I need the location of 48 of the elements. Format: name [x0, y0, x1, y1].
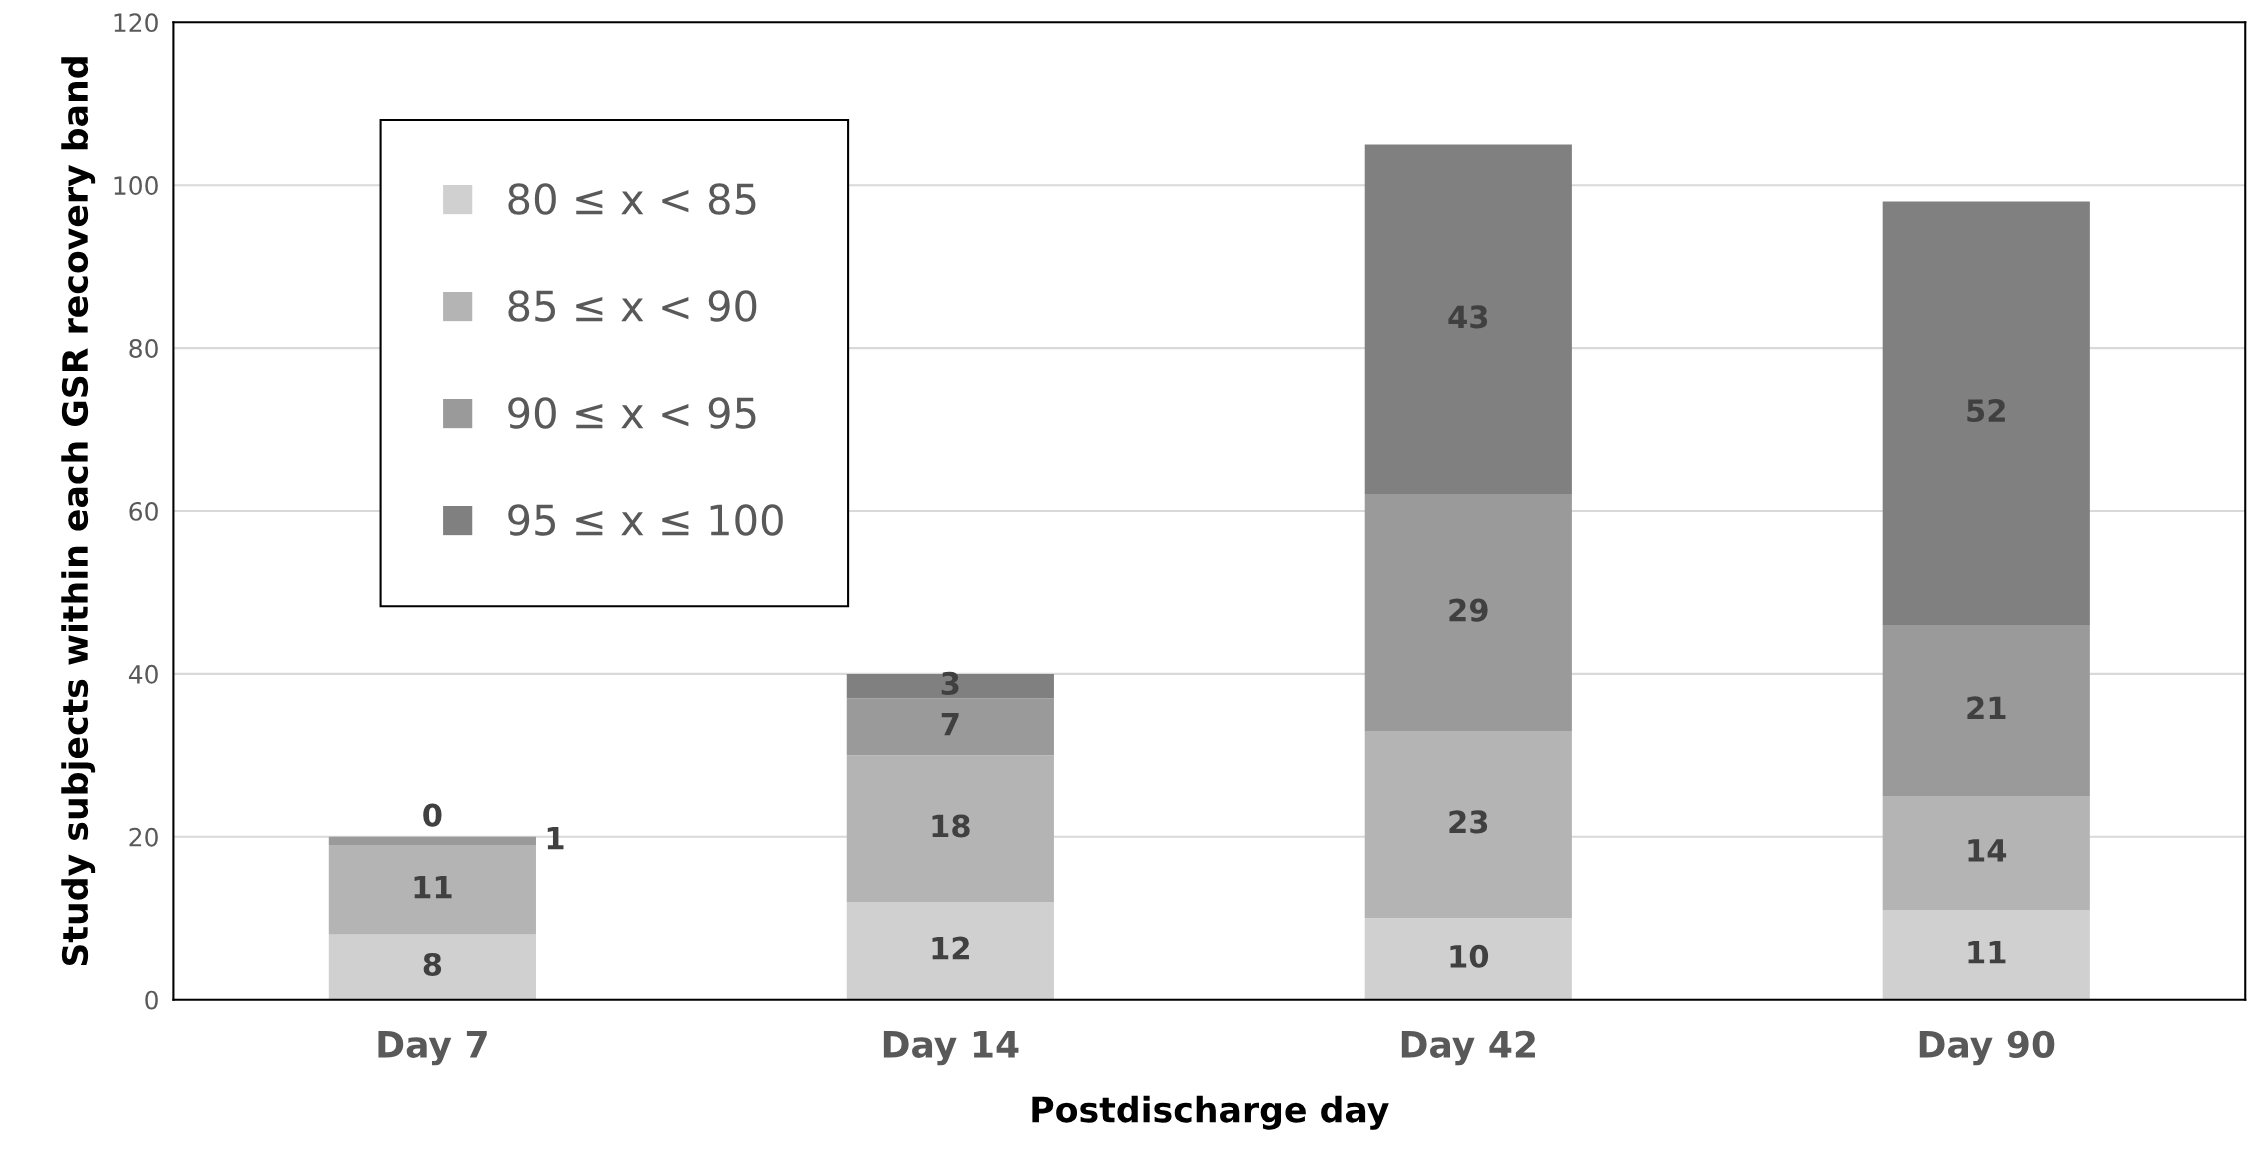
- data-label: 29: [1449, 598, 1488, 622]
- legend-label: 95 ≤ x ≤ 100: [508, 504, 783, 536]
- x-tick-label: Day 90: [1919, 1030, 2055, 1066]
- bar: [1882, 625, 2090, 797]
- y-tick-label: 20: [129, 827, 158, 847]
- bar: [1364, 730, 1572, 919]
- legend-label: 90 ≤ x < 95: [508, 397, 756, 429]
- y-tick-label: 0: [145, 990, 158, 1010]
- bar: [846, 901, 1054, 1000]
- data-label: 0: [423, 803, 442, 827]
- y-tick-label: 120: [114, 13, 158, 33]
- bar: [1364, 494, 1572, 731]
- data-label: 3: [941, 671, 959, 695]
- data-label: 11: [1968, 941, 2006, 964]
- legend-label: 80 ≤ x < 85: [508, 183, 756, 215]
- data-label: 10: [1450, 944, 1489, 968]
- x-axis-title: Postdischarge day: [1032, 1095, 1389, 1130]
- bar: [1364, 918, 1572, 1000]
- data-label: 23: [1449, 810, 1488, 834]
- data-label: 7: [941, 713, 959, 736]
- y-tick-label: 80: [129, 339, 158, 358]
- y-tick-label: 40: [128, 664, 158, 684]
- data-label: 52: [1967, 399, 2005, 423]
- x-tick-label: Day 14: [883, 1031, 1019, 1066]
- bar: [328, 844, 536, 935]
- bar: [328, 836, 536, 845]
- data-label: 14: [1968, 839, 2007, 862]
- bar: [846, 673, 1054, 699]
- bar: [1882, 201, 2090, 626]
- y-tick-label: 100: [114, 176, 158, 196]
- bar: [846, 698, 1054, 756]
- y-axis-title: Study subjects within each GSR recovery band: [61, 57, 96, 966]
- x-tick-label: Day 7: [378, 1031, 487, 1066]
- data-label: 43: [1448, 305, 1488, 329]
- data-label: 18: [932, 814, 970, 838]
- data-label: 11: [414, 875, 452, 899]
- data-label: 21: [1967, 696, 2006, 719]
- bar: [1882, 910, 2090, 1000]
- bar: [1882, 796, 2090, 911]
- x-tick-label: Day 42: [1401, 1030, 1535, 1066]
- data-label: 1: [547, 827, 564, 850]
- bar: [1364, 144, 1572, 495]
- y-tick-label: 60: [129, 501, 158, 521]
- legend-label: 85 ≤ x < 90: [508, 290, 757, 322]
- data-label: 8: [423, 952, 442, 976]
- bar: [328, 934, 536, 1000]
- bar: [846, 755, 1054, 902]
- data-label: 12: [932, 936, 969, 960]
